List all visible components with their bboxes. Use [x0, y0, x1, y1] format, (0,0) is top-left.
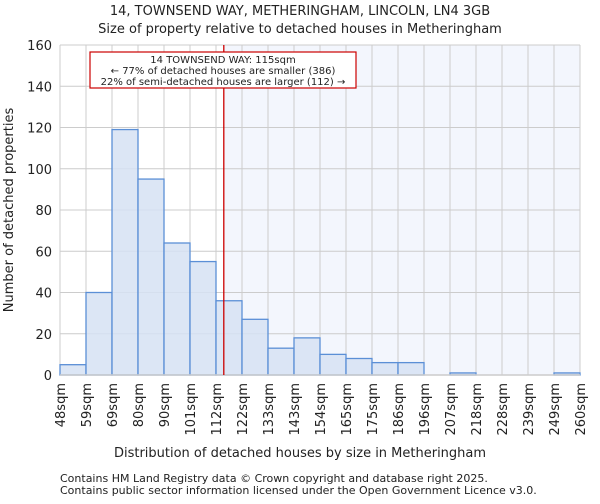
- x-tick-label: 59sqm: [80, 383, 95, 427]
- x-tick-label: 186sqm: [392, 383, 407, 436]
- histogram-bar: [189, 260, 217, 376]
- histogram-bar: [267, 347, 295, 376]
- histogram-bar: [85, 291, 113, 376]
- y-tick-label: 120: [27, 122, 52, 137]
- x-tick-label: 48sqm: [54, 383, 69, 427]
- x-tick-label: 165sqm: [340, 383, 355, 436]
- y-tick-label: 160: [27, 39, 52, 54]
- x-tick-label: 260sqm: [574, 383, 589, 436]
- x-tick-label: 90sqm: [158, 383, 173, 427]
- annotation-box: [89, 51, 357, 89]
- y-tick-label: 100: [27, 163, 52, 178]
- x-tick-label: 80sqm: [132, 383, 147, 427]
- histogram-bar: [215, 300, 243, 376]
- y-tick-label: 40: [35, 287, 52, 302]
- y-tick-label: 60: [35, 245, 52, 260]
- y-tick-label: 80: [35, 204, 52, 219]
- chart-subtitle: Size of property relative to detached ho…: [98, 22, 502, 37]
- x-axis-label: Distribution of detached houses by size …: [114, 446, 486, 461]
- y-tick-label: 20: [35, 328, 52, 343]
- y-tick-label: 140: [27, 80, 52, 95]
- y-tick-label: 0: [44, 369, 52, 384]
- x-tick-label: 239sqm: [522, 383, 537, 436]
- x-tick-label: 228sqm: [496, 383, 511, 436]
- x-tick-label: 175sqm: [366, 383, 381, 436]
- annotation-line3: 22% of semi-detached houses are larger (…: [101, 77, 346, 88]
- x-tick-label: 218sqm: [470, 383, 485, 436]
- chart-title: 14, TOWNSEND WAY, METHERINGHAM, LINCOLN,…: [110, 4, 490, 19]
- footer-line-2: Contains public sector information licen…: [60, 484, 537, 497]
- annotation-line1: 14 TOWNSEND WAY: 115sqm: [150, 55, 295, 66]
- histogram-bar: [137, 178, 165, 376]
- annotation-line2: ← 77% of detached houses are smaller (38…: [111, 66, 336, 77]
- histogram-bar: [345, 357, 373, 376]
- x-tick-label: 143sqm: [288, 383, 303, 436]
- x-tick-label: 207sqm: [444, 383, 459, 436]
- x-tick-label: 122sqm: [236, 383, 251, 436]
- x-tick-label: 249sqm: [548, 383, 563, 436]
- histogram-bar: [111, 128, 139, 376]
- x-tick-label: 133sqm: [262, 383, 277, 436]
- histogram-bar: [397, 361, 425, 376]
- y-axis-label: Number of detached properties: [2, 108, 17, 313]
- histogram-bar: [319, 353, 347, 376]
- x-tick-label: 101sqm: [184, 383, 199, 436]
- histogram-bar: [371, 361, 399, 376]
- histogram-bar: [293, 337, 321, 376]
- histogram-bar: [59, 364, 87, 376]
- x-tick-label: 112sqm: [210, 383, 225, 436]
- x-tick-label: 196sqm: [418, 383, 433, 436]
- footer-line-1: Contains HM Land Registry data © Crown c…: [60, 472, 488, 485]
- x-tick-label: 154sqm: [314, 383, 329, 436]
- histogram-bar: [241, 318, 269, 376]
- histogram-bar: [163, 242, 191, 376]
- x-tick-label: 69sqm: [106, 383, 121, 427]
